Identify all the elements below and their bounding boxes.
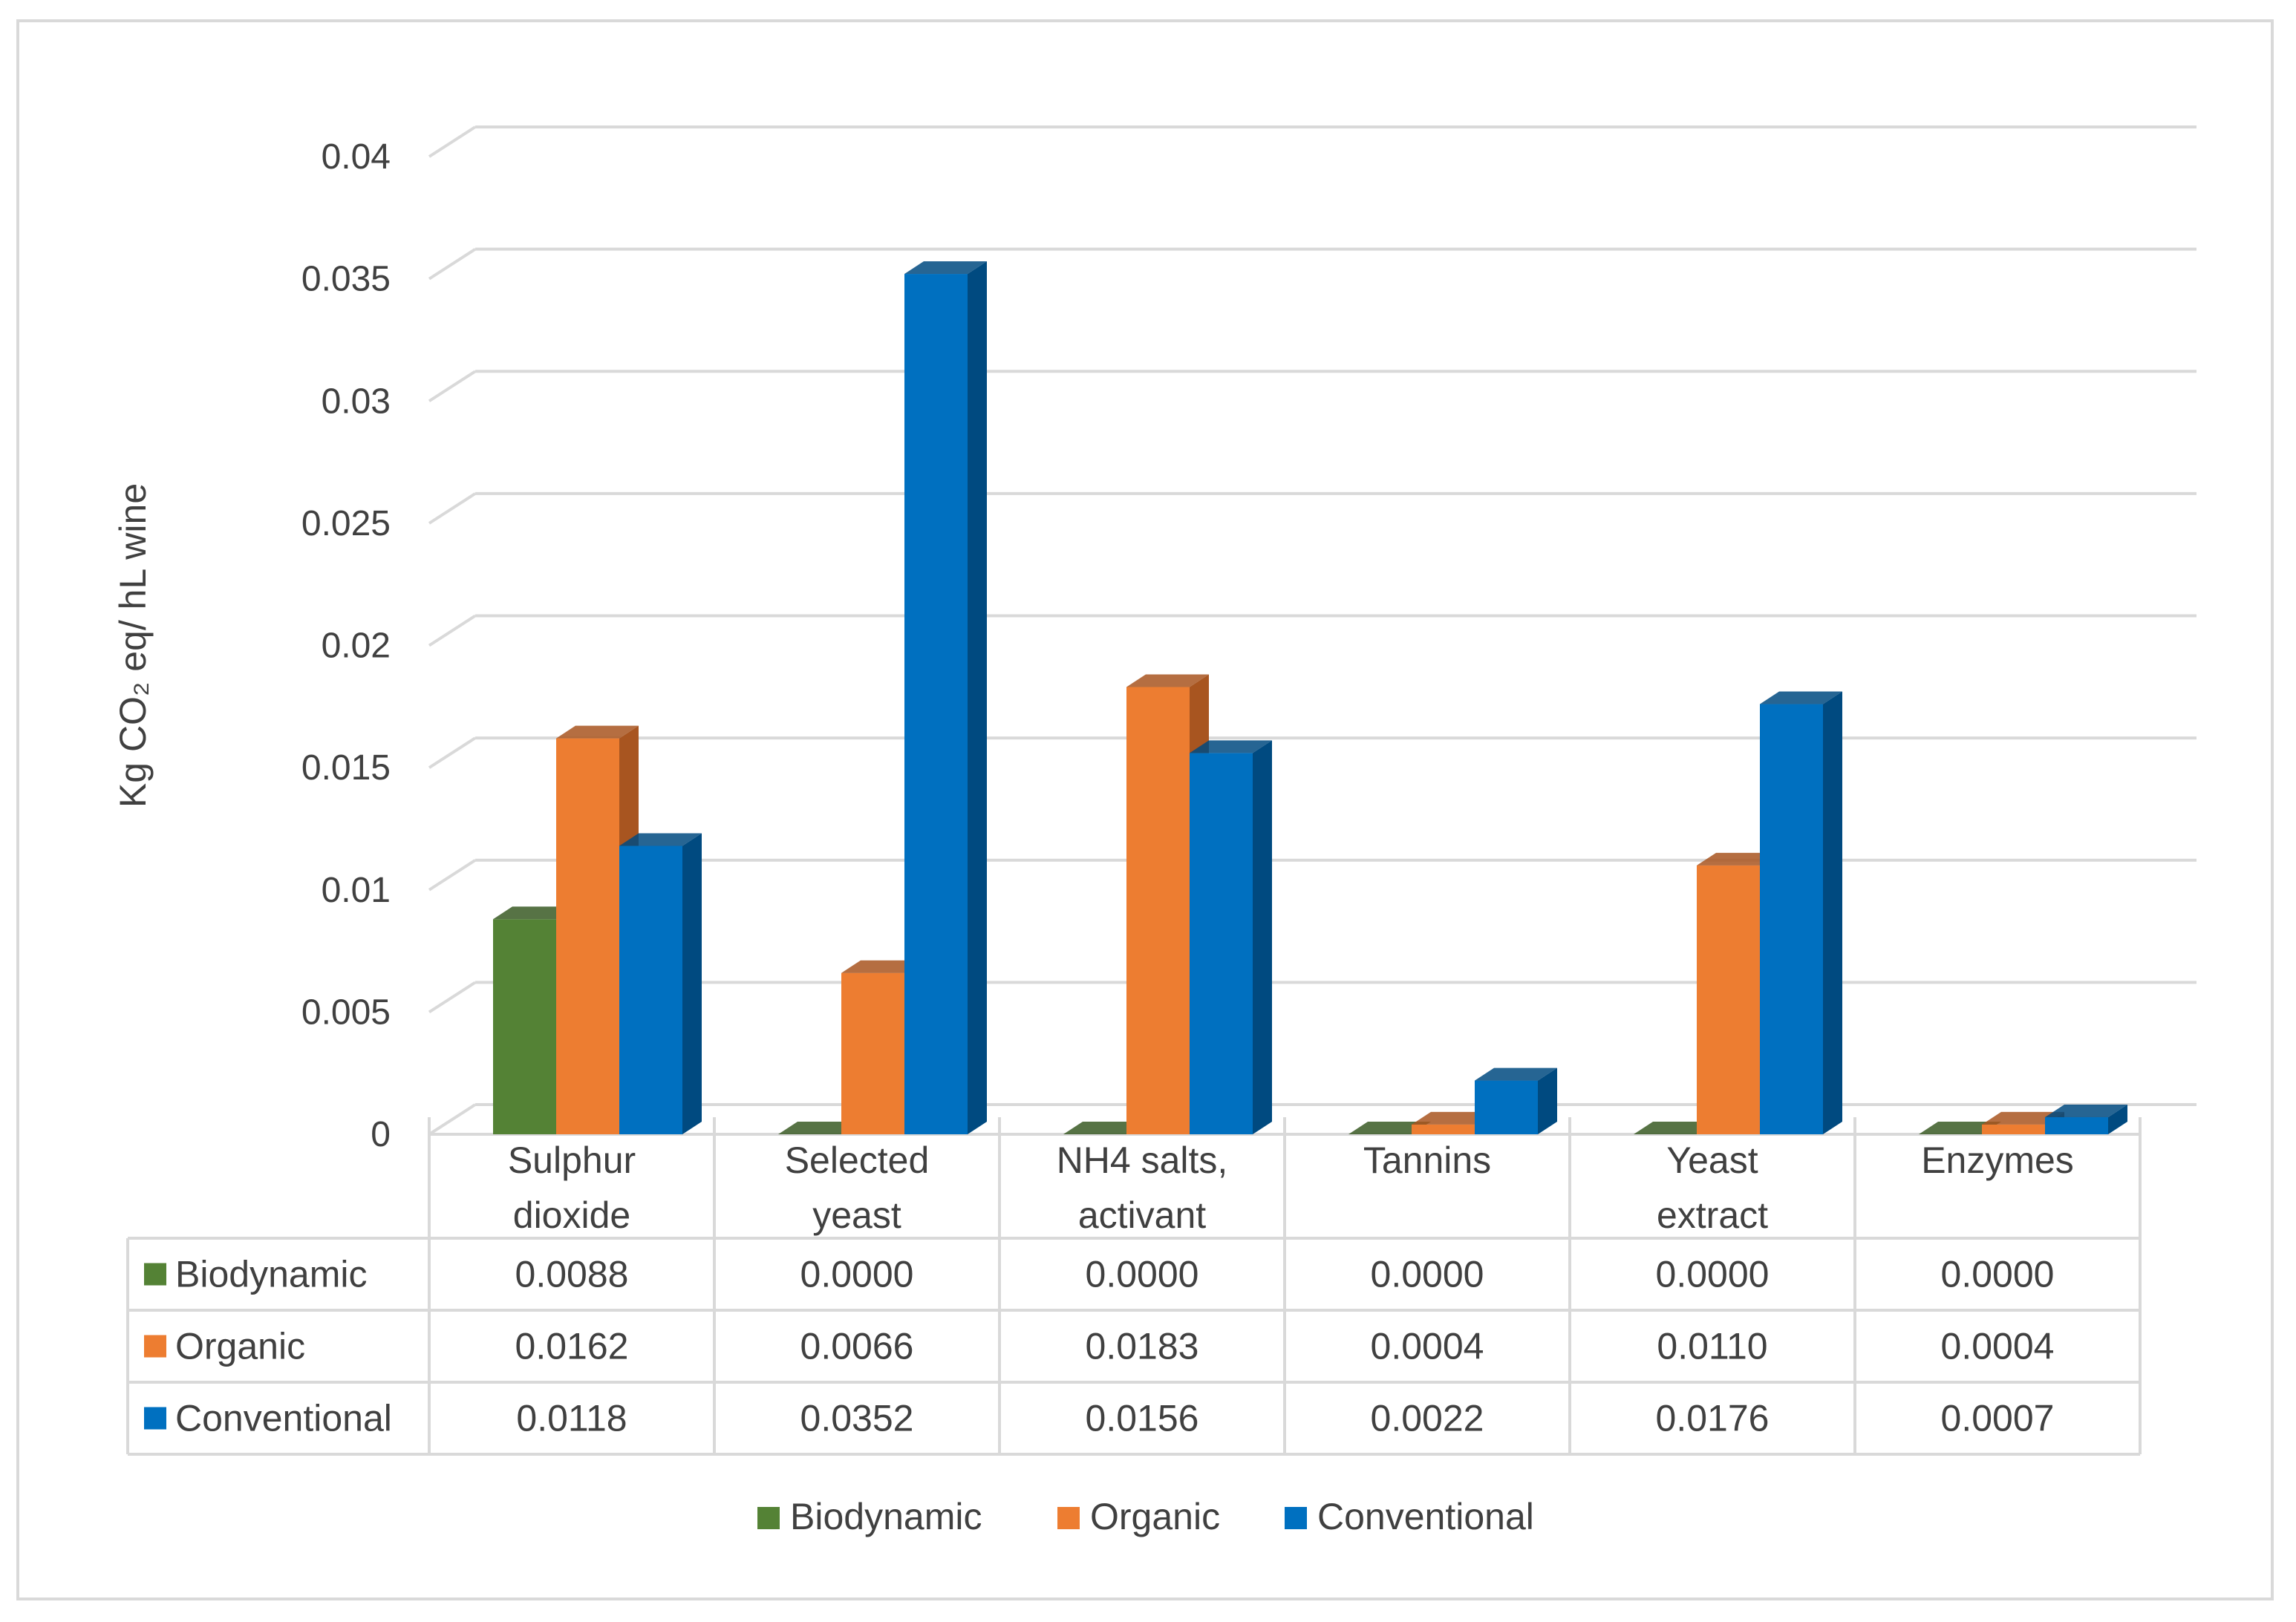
data-label: 0.0022 (1371, 1398, 1484, 1439)
data-label: 0.0000 (1371, 1254, 1484, 1295)
y-tick-label: 0 (371, 1115, 391, 1154)
bar-organic-0[interactable] (556, 738, 619, 1134)
category-label: extract (1657, 1194, 1768, 1236)
category-label: NH4 salts, (1057, 1139, 1228, 1181)
category-label: yeast (812, 1194, 901, 1236)
category-label: dioxide (513, 1194, 630, 1236)
data-label: 0.0066 (800, 1326, 914, 1367)
bar-top-conventional-4 (1760, 691, 1842, 704)
bar-side-conventional-4 (1823, 691, 1842, 1134)
gridline-side (428, 247, 477, 281)
y-tick-label: 0.01 (322, 871, 391, 910)
table-series-name: Conventional (175, 1398, 392, 1439)
bar-top-biodynamic-3 (1348, 1122, 1431, 1134)
legend-label: Biodynamic (790, 1496, 982, 1537)
data-label: 0.0110 (1657, 1326, 1767, 1367)
y-tick-label: 0.02 (322, 627, 391, 666)
bar-side-conventional-2 (1253, 740, 1272, 1134)
bar-top-organic-4 (1697, 852, 1779, 866)
gridline-side (428, 1103, 477, 1136)
bar-conventional-0[interactable] (619, 846, 682, 1134)
bar-top-conventional-0 (619, 833, 702, 846)
bar-top-biodynamic-1 (778, 1122, 861, 1134)
data-label: 0.0004 (1941, 1326, 2055, 1367)
bar-organic-4[interactable] (1697, 865, 1760, 1134)
data-label: 0.0000 (1086, 1254, 1199, 1295)
bar-top-conventional-3 (1475, 1067, 1557, 1081)
data-label: 0.0000 (1941, 1254, 2055, 1295)
y-tick-label: 0.03 (322, 382, 391, 421)
legend-label: Organic (1090, 1496, 1220, 1537)
table-legend-key-conventional (144, 1407, 166, 1430)
bar-side-conventional-5 (2108, 1104, 2127, 1134)
bar-conventional-4[interactable] (1760, 704, 1823, 1134)
bar-conventional-5[interactable] (2045, 1116, 2108, 1134)
table-legend-key-biodynamic (144, 1263, 166, 1286)
y-tick-label: 0.04 (322, 137, 391, 177)
bar-conventional-3[interactable] (1475, 1080, 1538, 1134)
table-series-name: Biodynamic (175, 1254, 367, 1295)
bar-biodynamic-0[interactable] (493, 919, 556, 1134)
y-tick-label: 0.035 (301, 260, 391, 299)
bar-organic-5[interactable] (1982, 1124, 2045, 1134)
bar-top-organic-2 (1126, 674, 1209, 687)
bar-conventional-1[interactable] (904, 274, 968, 1134)
gridline-side (428, 859, 477, 892)
y-tick-label: 0.005 (301, 993, 391, 1032)
bar-top-biodynamic-5 (1919, 1122, 2001, 1134)
data-label: 0.0162 (515, 1326, 629, 1367)
bar-side-conventional-0 (682, 833, 702, 1134)
category-label: activant (1078, 1194, 1206, 1236)
data-label: 0.0004 (1371, 1326, 1484, 1367)
bar-side-conventional-3 (1538, 1067, 1557, 1134)
gridline-side (428, 614, 477, 647)
y-tick-label: 0.015 (301, 748, 391, 788)
gridline-side (428, 492, 477, 525)
category-label: Selected (785, 1139, 930, 1181)
bar-organic-3[interactable] (1412, 1124, 1475, 1134)
gridline-side (428, 370, 477, 402)
bar-side-conventional-1 (968, 261, 987, 1134)
data-label: 0.0000 (800, 1254, 914, 1295)
bar-organic-2[interactable] (1126, 687, 1190, 1134)
bar-top-conventional-5 (2045, 1104, 2127, 1117)
bar-top-biodynamic-2 (1063, 1122, 1146, 1134)
data-label: 0.0118 (516, 1398, 627, 1439)
y-axis-label: Kg CO₂ eq/ hL wine (112, 483, 154, 808)
bar-organic-1[interactable] (841, 972, 904, 1134)
category-label: Tannins (1363, 1139, 1491, 1181)
legend-key-conventional (1285, 1507, 1307, 1529)
bar-conventional-2[interactable] (1190, 753, 1253, 1134)
gridline-side (428, 736, 477, 769)
bar-top-conventional-1 (904, 261, 987, 275)
gridline-side (428, 981, 477, 1014)
category-label: Yeast (1666, 1139, 1758, 1181)
data-label: 0.0176 (1656, 1398, 1770, 1439)
bar-top-conventional-2 (1190, 740, 1272, 753)
data-label: 0.0088 (515, 1254, 629, 1295)
legend-label: Conventional (1317, 1496, 1534, 1537)
gridline-side (428, 125, 477, 158)
bar-top-organic-0 (556, 725, 639, 739)
bar-top-organic-1 (841, 960, 924, 973)
category-label: Sulphur (508, 1139, 636, 1181)
bar-top-biodynamic-0 (493, 906, 575, 920)
y-tick-label: 0.025 (301, 504, 391, 543)
bar-top-organic-5 (1982, 1111, 2064, 1125)
legend-key-organic (1057, 1507, 1080, 1529)
data-label: 0.0000 (1656, 1254, 1770, 1295)
legend-key-biodynamic (757, 1507, 780, 1529)
bar-top-biodynamic-4 (1634, 1122, 1716, 1134)
bar-top-organic-3 (1412, 1111, 1494, 1125)
table-legend-key-organic (144, 1335, 166, 1358)
data-label: 0.0183 (1086, 1326, 1199, 1367)
data-label: 0.0352 (800, 1398, 914, 1439)
data-label: 0.0156 (1086, 1398, 1199, 1439)
data-label: 0.0007 (1941, 1398, 2055, 1439)
category-label: Enzymes (1921, 1139, 2074, 1181)
table-series-name: Organic (175, 1326, 305, 1367)
